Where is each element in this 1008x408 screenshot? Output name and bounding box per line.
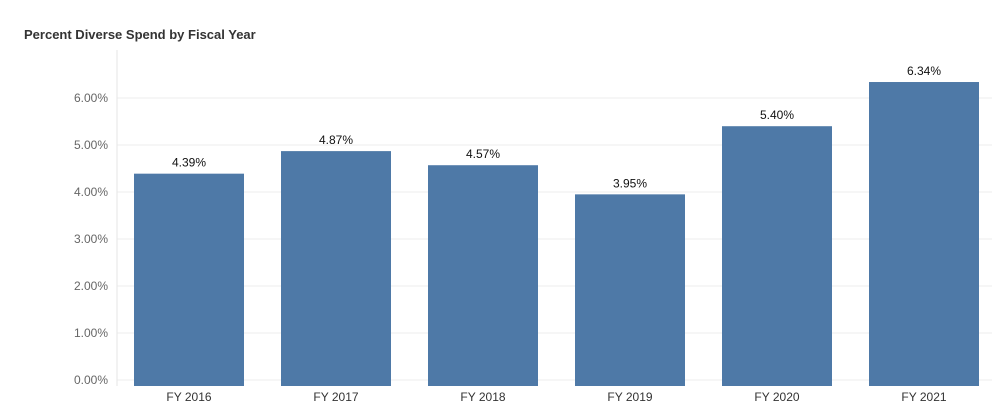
bar <box>869 82 979 387</box>
bars <box>134 82 979 387</box>
x-tick-label: FY 2018 <box>460 390 505 404</box>
data-label: 4.57% <box>466 147 500 161</box>
x-tick-label: FY 2017 <box>313 390 358 404</box>
y-tick-label: 0.00% <box>74 373 108 387</box>
bar <box>575 194 685 386</box>
y-tick-label: 6.00% <box>74 91 108 105</box>
x-tick-label: FY 2016 <box>166 390 211 404</box>
y-tick-label: 1.00% <box>74 326 108 340</box>
y-tick-label: 2.00% <box>74 279 108 293</box>
chart-title: Percent Diverse Spend by Fiscal Year <box>24 27 256 42</box>
x-tick-label: FY 2020 <box>754 390 799 404</box>
bar <box>134 173 244 386</box>
x-axis: FY 2016 FY 2017 FY 2018 FY 2019 FY 2020 FY 20… <box>166 390 946 404</box>
data-label: 4.87% <box>319 133 353 147</box>
bar <box>281 151 391 386</box>
y-tick-label: 3.00% <box>74 232 108 246</box>
data-label: 4.39% <box>172 156 206 170</box>
data-labels: 4.39% 4.87% 4.57% 3.95% 5.40% 6.34% <box>172 64 941 190</box>
y-tick-label: 4.00% <box>74 185 108 199</box>
y-axis: 0.00% 1.00% 2.00% 3.00% 4.00% 5.00% 6.00% <box>74 50 118 387</box>
data-label: 6.34% <box>907 64 941 78</box>
data-label: 3.95% <box>613 176 647 190</box>
x-tick-label: FY 2019 <box>607 390 652 404</box>
y-tick-label: 5.00% <box>74 138 108 152</box>
bar <box>428 165 538 386</box>
data-label: 5.40% <box>760 108 794 122</box>
gridlines <box>117 97 992 381</box>
bar <box>722 126 832 386</box>
x-tick-label: FY 2021 <box>901 390 946 404</box>
